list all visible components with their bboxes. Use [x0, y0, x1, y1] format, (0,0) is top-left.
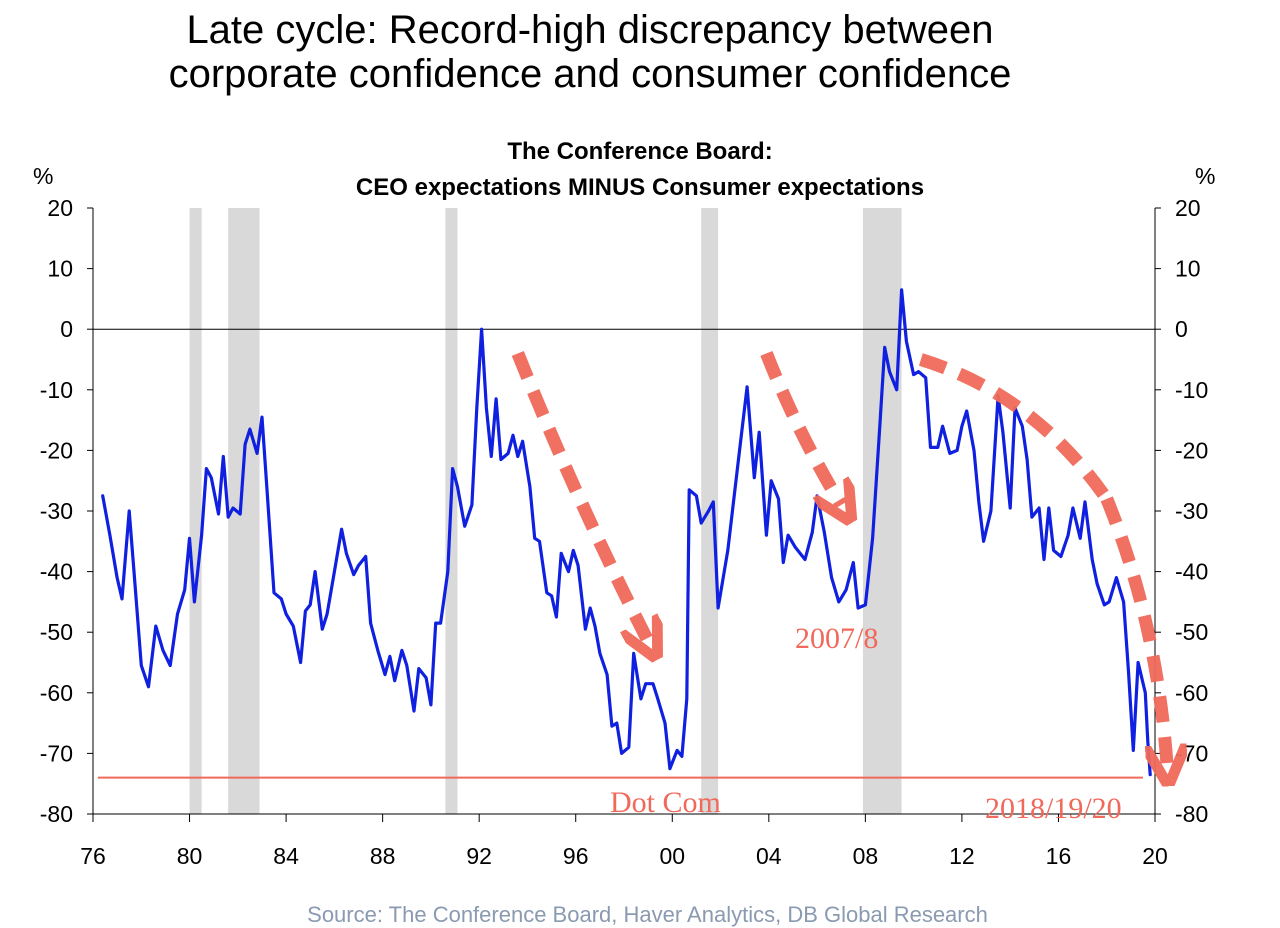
recession-band-1 [189, 208, 202, 814]
y-tick-label-right: -20 [1175, 437, 1208, 463]
right-axis-unit: % [1195, 163, 1215, 189]
y-tick-label-left: -80 [40, 801, 73, 827]
annotation-dot-com: Dot Com [610, 786, 721, 819]
x-tick-label: 00 [659, 843, 685, 869]
y-tick-label-right: -70 [1175, 740, 1208, 766]
y-tick-label-right: 20 [1175, 195, 1201, 221]
y-tick-label-left: -10 [40, 377, 73, 403]
annotation-2018-19-20: 2018/19/20 [985, 792, 1122, 825]
y-tick-label-right: -80 [1175, 801, 1208, 827]
y-tick-label-left: 20 [47, 195, 73, 221]
y-tick-label-left: -50 [40, 619, 73, 645]
y-tick-label-right: -50 [1175, 619, 1208, 645]
recession-band-5 [862, 208, 902, 814]
y-tick-label-left: -70 [40, 740, 73, 766]
annotation-2007-8: 2007/8 [795, 622, 878, 655]
y-tick-label-left: -30 [40, 498, 73, 524]
y-tick-label-left: -40 [40, 559, 73, 585]
x-tick-label: 08 [853, 843, 879, 869]
x-tick-label: 92 [466, 843, 492, 869]
x-tick-label: 84 [273, 843, 299, 869]
y-tick-label-left: -60 [40, 680, 73, 706]
left-axis-unit: % [33, 163, 53, 189]
headline-line-1: Late cycle: Record-high discrepancy betw… [186, 8, 994, 52]
y-tick-label-right: -10 [1175, 377, 1208, 403]
chart-subtitle: CEO expectations MINUS Consumer expectat… [355, 174, 925, 201]
x-tick-label: 12 [949, 843, 975, 869]
y-tick-label-right: 10 [1175, 256, 1201, 282]
x-tick-label: 88 [370, 843, 396, 869]
x-tick-label: 16 [1046, 843, 1072, 869]
x-tick-label: 76 [80, 843, 106, 869]
trend-arrow-2 [760, 351, 841, 505]
y-tick-label-right: 0 [1175, 316, 1188, 342]
y-tick-label-right: -30 [1175, 498, 1208, 524]
y-tick-label-right: -40 [1175, 559, 1208, 585]
headline-line-2: corporate confidence and consumer confid… [168, 52, 1012, 96]
chart-title-block: The Conference Board: CEO expectations M… [240, 134, 1040, 206]
source-note: Source: The Conference Board, Haver Anal… [307, 902, 988, 927]
y-tick-label-left: 10 [47, 256, 73, 282]
data-series-line [101, 288, 1152, 777]
trend-arrow-1 [511, 351, 648, 641]
x-tick-label: 80 [177, 843, 203, 869]
trend-arrow-4 [1100, 496, 1167, 766]
y-tick-label-left: -20 [40, 437, 73, 463]
y-tick-label-left: 0 [60, 316, 73, 342]
trend-arrow-3 [918, 353, 1113, 503]
chart-headline: Late cycle: Record-high discrepancy betw… [0, 8, 1180, 96]
chart-title: The Conference Board: [507, 138, 773, 165]
x-tick-label: 04 [756, 843, 782, 869]
y-tick-label-right: -60 [1175, 680, 1208, 706]
x-tick-label: 20 [1142, 843, 1168, 869]
recession-band-2 [228, 208, 260, 814]
x-tick-label: 96 [563, 843, 589, 869]
